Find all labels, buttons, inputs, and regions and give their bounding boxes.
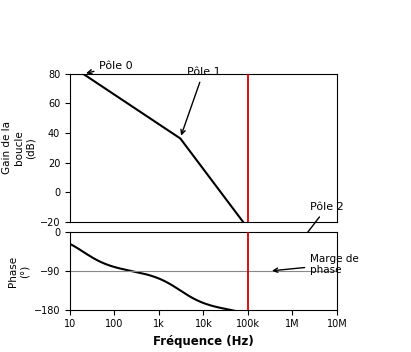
X-axis label: Fréquence (Hz): Fréquence (Hz) (153, 335, 254, 348)
Text: Pôle 0: Pôle 0 (88, 61, 133, 74)
Text: Pôle 2: Pôle 2 (282, 202, 344, 266)
Y-axis label: Phase
(°): Phase (°) (8, 256, 30, 287)
Y-axis label: Gain de la
boucle
(dB): Gain de la boucle (dB) (2, 121, 35, 174)
Text: Pôle 1: Pôle 1 (181, 67, 220, 134)
Text: Marge de
phase: Marge de phase (274, 254, 359, 275)
